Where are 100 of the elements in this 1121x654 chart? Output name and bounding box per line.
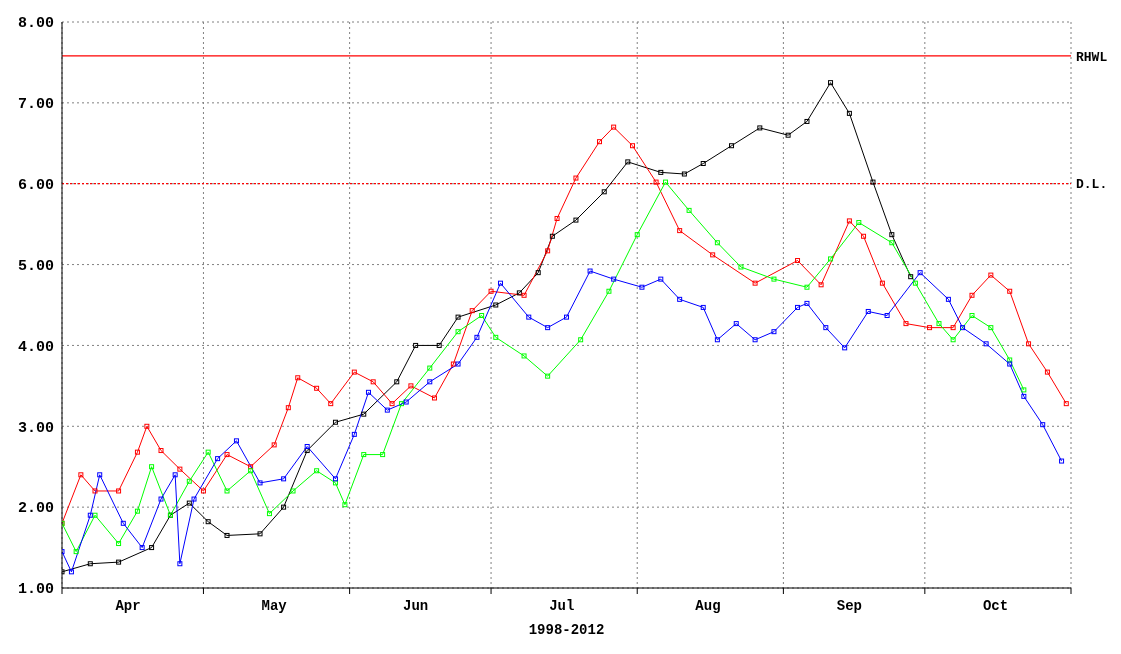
y-tick-label: 2.00 (17, 500, 54, 518)
y-tick-label: 3.00 (17, 419, 54, 437)
point (861, 233, 867, 239)
point (342, 502, 348, 508)
y-tick-label: 5.00 (17, 257, 54, 275)
x-tick-label: Apr (115, 598, 141, 614)
point (380, 452, 386, 458)
point (686, 207, 692, 213)
point (587, 268, 593, 274)
point (450, 361, 456, 367)
point (361, 452, 367, 458)
point (365, 389, 371, 395)
point (394, 379, 400, 385)
x-tick-label: Aug (695, 598, 721, 614)
point (729, 143, 735, 149)
point (969, 292, 975, 298)
point (351, 369, 357, 375)
point (116, 559, 122, 565)
point (266, 511, 272, 517)
point (431, 395, 437, 401)
point (889, 240, 895, 246)
point (639, 284, 645, 290)
point (879, 280, 885, 286)
point (493, 302, 499, 308)
point (205, 449, 211, 455)
point (521, 292, 527, 298)
point (795, 258, 801, 264)
point (988, 325, 994, 331)
point (714, 240, 720, 246)
point (149, 464, 155, 470)
point (427, 365, 433, 371)
point (611, 124, 617, 130)
point (488, 288, 494, 294)
point (455, 361, 461, 367)
point (757, 125, 763, 131)
point (205, 519, 211, 525)
point (314, 468, 320, 474)
point (403, 399, 409, 405)
point (1026, 341, 1032, 347)
point (361, 411, 367, 417)
point (144, 423, 150, 429)
point (700, 161, 706, 166)
point (856, 220, 862, 226)
point (87, 561, 93, 567)
point (526, 314, 532, 320)
point (1007, 361, 1013, 367)
x-tick-label: Jul (549, 598, 575, 614)
point (389, 401, 395, 407)
point (1063, 401, 1069, 407)
point (257, 531, 263, 537)
point (601, 189, 607, 195)
point (545, 248, 551, 254)
point (752, 337, 758, 343)
point (191, 496, 197, 502)
point (597, 139, 603, 145)
point (611, 276, 617, 282)
point (681, 171, 687, 177)
point (578, 337, 584, 343)
point (988, 272, 994, 278)
point (78, 472, 84, 478)
point (653, 179, 659, 185)
point (521, 353, 527, 359)
ref-line-label: D.L. (1076, 177, 1108, 193)
point (545, 373, 551, 379)
point (116, 488, 122, 494)
point (936, 321, 942, 327)
point (120, 520, 126, 526)
point (290, 488, 296, 494)
point (1007, 288, 1013, 294)
point (469, 308, 475, 314)
point (710, 252, 716, 258)
point (281, 476, 287, 482)
point (818, 282, 824, 288)
y-tick-label: 7.00 (17, 96, 54, 114)
point (455, 329, 461, 335)
point (912, 280, 918, 286)
point (573, 175, 579, 181)
point (927, 325, 933, 331)
point (149, 545, 155, 551)
point (630, 143, 636, 149)
point (474, 334, 480, 340)
point (215, 456, 221, 462)
point (677, 228, 683, 234)
point (304, 444, 310, 449)
point (285, 405, 291, 411)
point (427, 379, 433, 385)
point (200, 488, 206, 494)
point (663, 179, 669, 185)
point (903, 321, 909, 327)
point (177, 561, 183, 567)
line-series (62, 179, 1027, 555)
point (564, 314, 569, 320)
point (1059, 458, 1065, 464)
point (828, 80, 834, 86)
point (785, 132, 791, 138)
point (1021, 387, 1027, 393)
point (257, 480, 263, 486)
point (752, 280, 758, 286)
point (884, 313, 890, 319)
point (545, 325, 551, 331)
